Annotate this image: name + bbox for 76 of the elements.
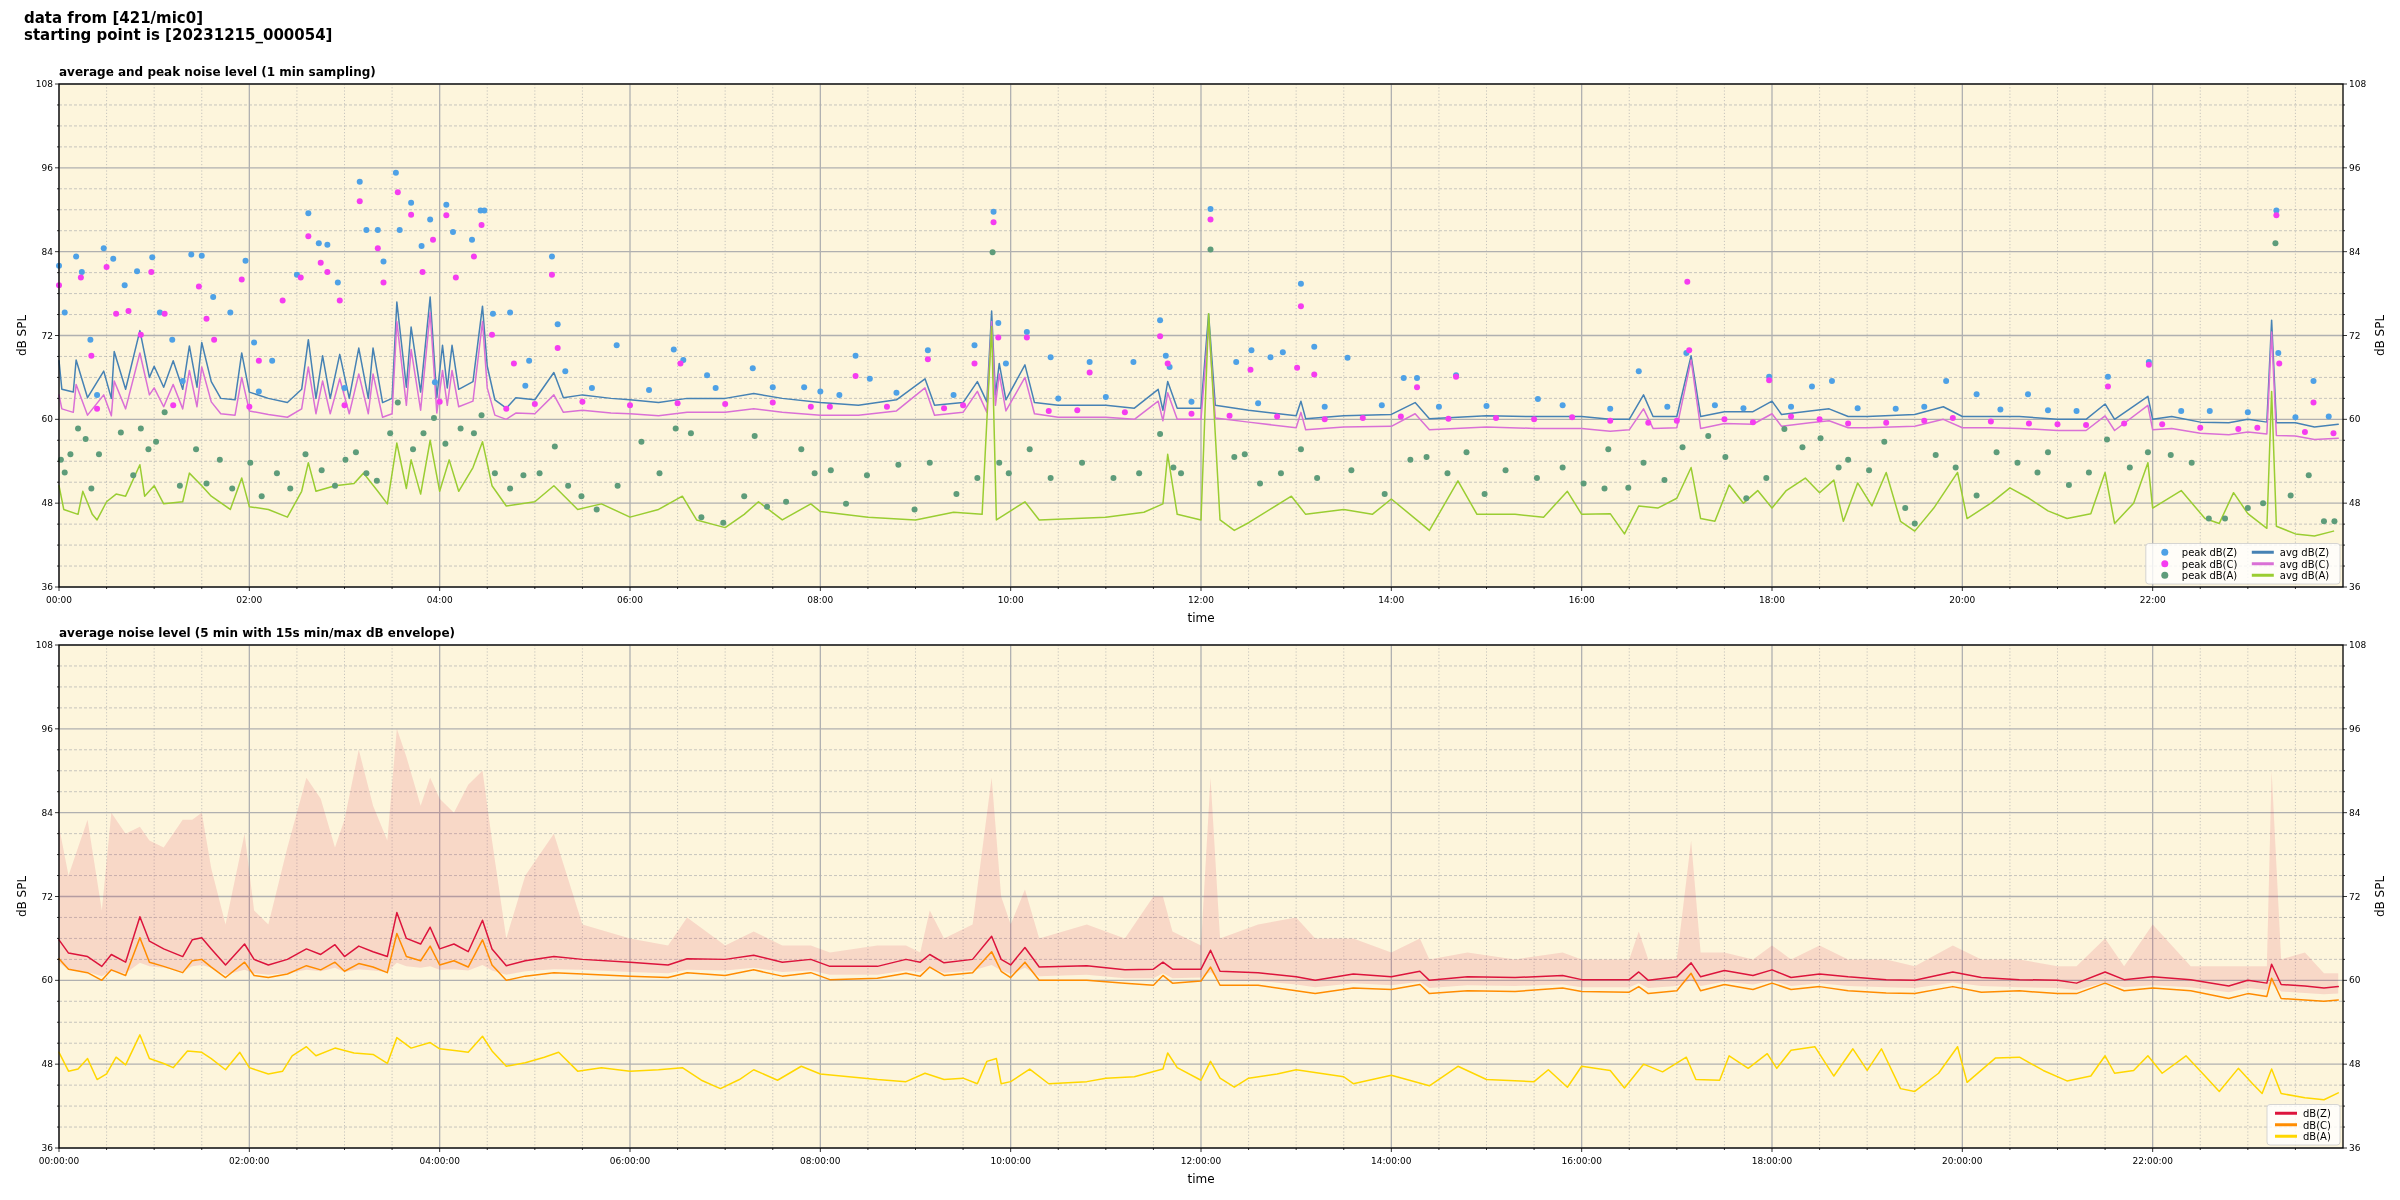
x-tick-label: 06:00 — [617, 595, 644, 605]
line-series — [58, 311, 2339, 441]
x-tick-label: 18:00 — [1759, 595, 1786, 605]
y-tick-label: 60 — [41, 975, 54, 986]
legend-label: peak dB(A) — [2181, 569, 2238, 581]
y2-tick-label: 108 — [2349, 79, 2367, 89]
y2-tick-label: 60 — [2349, 414, 2361, 425]
y-axis-title: dB SPL — [15, 314, 29, 357]
legend-label: avg dB(C) — [2279, 558, 2330, 570]
y-tick-label: 108 — [35, 640, 54, 650]
y-tick-label: 84 — [41, 246, 54, 257]
x-tick-label: 04:00 — [426, 595, 453, 605]
y2-tick-label: 108 — [2349, 640, 2367, 650]
x-tick-label: 02:00:00 — [229, 1156, 270, 1166]
x-tick-label: 06:00:00 — [609, 1156, 651, 1166]
x-tick-label: 02:00 — [236, 595, 263, 605]
x-tick-label: 12:00:00 — [1180, 1156, 1222, 1166]
line-series — [58, 911, 2339, 989]
x-tick-label: 00:00 — [46, 595, 73, 605]
text: starting point is [20231215_000054] — [24, 26, 333, 44]
x-axis-title: time — [1187, 611, 1215, 625]
y2-axis-title: dB SPL — [2373, 314, 2387, 357]
y2-axis-title: dB SPL — [2373, 875, 2387, 918]
x-axis-title: time — [1187, 1172, 1215, 1186]
x-tick-label: 18:00:00 — [1751, 1156, 1793, 1166]
y-tick-label: 36 — [41, 582, 54, 592]
y-tick-label: 48 — [41, 1059, 54, 1070]
y2-tick-label: 84 — [2349, 246, 2361, 257]
legend-label: dB(A) — [2303, 1130, 2331, 1142]
chart-title: average and peak noise level (1 min sampling) — [59, 65, 376, 79]
y-tick-label: 96 — [41, 162, 54, 173]
x-tick-label: 08:00 — [807, 595, 834, 605]
y-tick-label: 108 — [35, 79, 54, 89]
x-tick-label: 16:00 — [1568, 595, 1595, 605]
y-tick-label: 72 — [41, 891, 53, 902]
y2-tick-label: 60 — [2349, 975, 2361, 986]
x-tick-label: 14:00 — [1378, 595, 1405, 605]
legend-label: avg dB(Z) — [2279, 546, 2330, 558]
x-tick-label: 08:00:00 — [800, 1156, 841, 1166]
line-series — [58, 932, 2339, 1003]
legend-label: avg dB(A) — [2279, 569, 2330, 581]
y2-tick-label: 96 — [2349, 723, 2361, 734]
x-tick-label: 22:00:00 — [2132, 1156, 2174, 1166]
text: data from [421/mic0] — [24, 9, 204, 27]
line-series — [58, 313, 2335, 537]
x-tick-label: 10:00 — [997, 595, 1024, 605]
x-tick-label: 12:00 — [1188, 595, 1215, 605]
y-tick-label: 60 — [41, 414, 54, 425]
y2-tick-label: 72 — [2349, 891, 2361, 902]
y2-tick-label: 72 — [2349, 330, 2361, 341]
legend-label: dB(Z) — [2303, 1107, 2331, 1119]
y-tick-label: 72 — [41, 330, 53, 341]
y2-tick-label: 36 — [2349, 582, 2361, 592]
chart-title: average noise level (5 min with 15s min/max dB envelope) — [59, 626, 456, 640]
x-tick-label: 10:00:00 — [990, 1156, 1032, 1166]
x-tick-label: 04:00:00 — [419, 1156, 461, 1166]
y-tick-label: 84 — [41, 807, 54, 818]
y2-tick-label: 96 — [2349, 162, 2361, 173]
y2-tick-label: 84 — [2349, 807, 2361, 818]
line-series — [58, 1034, 2339, 1101]
x-tick-label: 22:00 — [2139, 595, 2166, 605]
legend-label: peak dB(C) — [2181, 558, 2238, 570]
legend-label: peak dB(Z) — [2181, 546, 2238, 558]
y-tick-label: 96 — [41, 723, 54, 734]
legend-label: dB(C) — [2303, 1119, 2332, 1131]
y-tick-label: 36 — [41, 1143, 54, 1153]
y2-tick-label: 48 — [2349, 498, 2361, 509]
x-tick-label: 14:00:00 — [1371, 1156, 1412, 1166]
x-tick-label: 00:00:00 — [38, 1156, 80, 1166]
y-tick-label: 48 — [41, 498, 54, 509]
x-tick-label: 16:00:00 — [1561, 1156, 1603, 1166]
y2-tick-label: 36 — [2349, 1143, 2361, 1153]
y2-tick-label: 48 — [2349, 1059, 2361, 1070]
x-tick-label: 20:00 — [1949, 595, 1976, 605]
x-tick-label: 20:00:00 — [1942, 1156, 1983, 1166]
y-axis-title: dB SPL — [15, 875, 29, 918]
